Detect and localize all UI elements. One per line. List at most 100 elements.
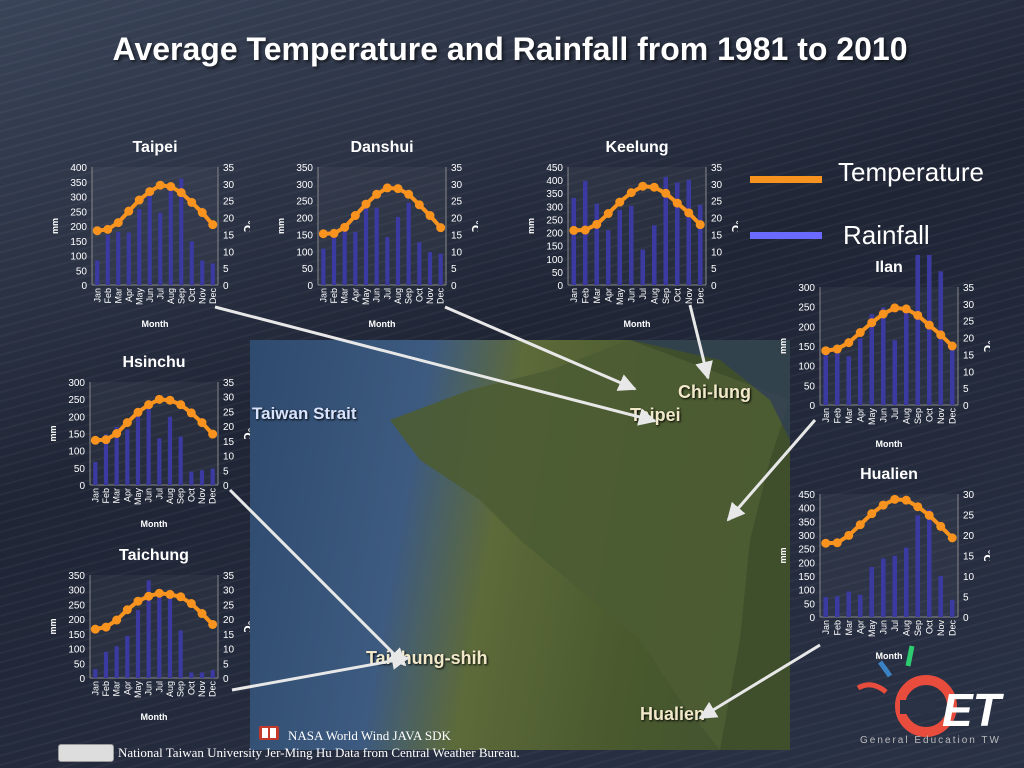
rain-bar [189,672,194,678]
x-tick-label: Feb [832,620,842,636]
x-tick-label: Jul [890,620,900,632]
temperature-point [867,318,877,328]
temperature-point [695,220,705,230]
y-left-tick-label: 0 [307,281,313,292]
temperature-point [90,435,100,445]
rain-bar [617,210,623,285]
y-left-tick-label: 250 [68,600,85,611]
satellite-map[interactable] [250,340,790,750]
y-left-tick-label: 150 [546,242,563,253]
temperature-point [134,195,144,205]
rain-bar [417,242,422,285]
temperature-point [901,304,911,314]
y-left-tick-label: 50 [74,659,86,670]
y-left-tick-label: 250 [70,207,87,218]
x-tick-label: Mar [113,288,123,304]
y-left-tick-label: 350 [296,163,313,174]
y-right-tick-label: 30 [711,180,723,191]
y-left-tick-label: 300 [70,193,87,204]
temperature-point [661,188,671,198]
x-tick-label: Aug [649,288,659,304]
y-right-tick-label: 10 [711,247,723,258]
rain-bar [178,630,183,678]
y-right-tick-label: 30 [223,393,235,404]
y-right-tick-label: 35 [223,378,235,389]
y-left-tick-label: 150 [68,430,85,441]
y-left-tick-label: 200 [68,412,85,423]
temperature-point [890,303,900,313]
x-tick-label: Dec [208,288,218,305]
temperature-point [855,328,865,338]
x-tick-label: Feb [103,288,113,304]
y-right-axis-label: ℃ [241,620,250,632]
y-left-tick-label: 300 [798,283,815,294]
rain-bar [374,207,379,285]
temperature-point [924,320,934,330]
x-tick-label: May [867,620,877,638]
y-left-axis-label: mm [50,618,58,634]
rain-bar [406,202,411,285]
book-icon [259,726,279,740]
x-tick-label: Jan [92,288,102,303]
y-left-tick-label: 200 [70,222,87,233]
x-tick-label: Jan [821,408,831,423]
temperature-point [165,589,175,599]
plot-area [90,382,218,485]
y-right-tick-label: 25 [223,600,235,611]
y-left-tick-label: 100 [70,252,87,263]
x-tick-label: Dec [947,408,957,425]
rain-bar [105,234,110,285]
temperature-point [101,622,111,632]
page-title: Average Temperature and Rainfall from 19… [112,31,908,67]
rain-bar [189,241,194,285]
creative-commons-badge[interactable] [58,744,114,762]
x-tick-label: Mar [112,488,122,504]
x-axis-label: Month [876,439,903,449]
rain-bar [834,596,840,617]
temperature-point [649,182,659,192]
chart-title: Hualien [860,466,918,483]
temperature-point [890,494,900,504]
x-tick-label: Apr [855,408,865,422]
y-right-tick-label: 30 [223,180,235,191]
get-logo: ET [856,645,1005,737]
temperature-point [145,187,155,197]
x-tick-label: Feb [329,288,339,304]
y-right-tick-label: 5 [223,659,229,670]
y-right-tick-label: 30 [223,586,235,597]
chart-title: Keelung [605,139,668,156]
temperature-point [176,188,186,198]
temperature-point [844,338,854,348]
temperature-point [197,609,207,619]
y-left-tick-label: 100 [68,447,85,458]
rain-bar [147,190,152,285]
y-left-axis-label: mm [780,338,788,354]
rain-bar [892,340,898,405]
rain-bar [915,515,921,617]
x-tick-label: Feb [832,408,842,424]
rain-bar [210,468,215,485]
temperature-point [855,520,865,530]
x-tick-label: Jul [638,288,648,300]
chart-ilan: Ilan 0 50 100 150 200 250 300 0 5 10 15 20 25 30 35 mm ℃ J… [780,255,990,449]
y-left-tick-label: 200 [296,214,313,225]
rain-bar [95,260,100,285]
rain-bar [146,402,151,485]
rain-bar [594,203,600,285]
rain-bar [210,670,215,678]
x-tick-label: Sep [913,620,923,636]
rain-bar [697,204,703,285]
y-left-axis-label: mm [50,425,58,441]
y-left-tick-label: 50 [74,464,86,475]
rain-bar [199,470,205,485]
temperature-point [154,394,164,404]
temperature-point [436,223,446,233]
y-left-tick-label: 350 [546,189,563,200]
y-right-tick-label: 10 [223,452,235,463]
logo-subtitle: General Education TW [860,735,1001,746]
y-right-tick-label: 25 [963,511,975,522]
y-left-tick-label: 150 [296,230,313,241]
y-left-tick-label: 100 [68,645,85,656]
rain-bar [846,356,852,405]
temperature-point [580,225,590,235]
